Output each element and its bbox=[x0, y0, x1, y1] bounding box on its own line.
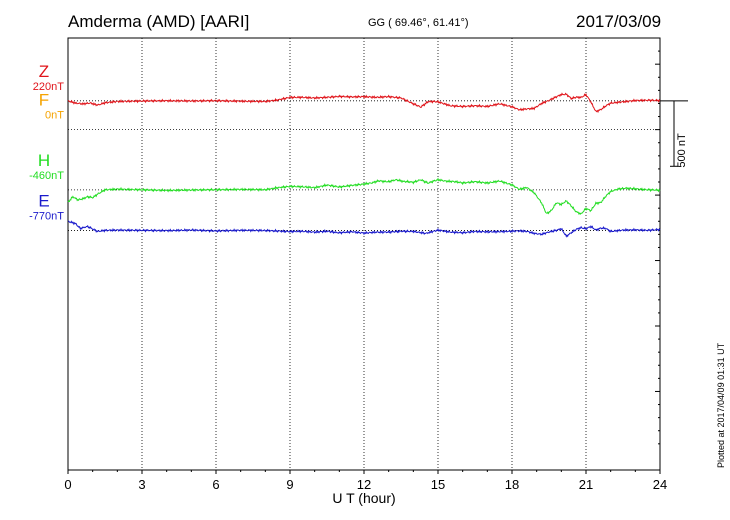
channel-offset-Z: 220nT bbox=[33, 81, 64, 93]
x-tick-label: 12 bbox=[357, 477, 371, 492]
x-tick-label: 9 bbox=[286, 477, 293, 492]
traces bbox=[67, 92, 661, 238]
channel-name-H: H bbox=[38, 151, 50, 170]
x-tick-label: 6 bbox=[212, 477, 219, 492]
plotted-at-note: Plotted at 2017/04/09 01:31 UT bbox=[716, 342, 726, 468]
axis-ticks bbox=[67, 50, 661, 474]
trace-E bbox=[67, 220, 661, 238]
trace-Z bbox=[67, 92, 661, 114]
x-axis-label: U T (hour) bbox=[332, 490, 395, 506]
coordinates-label: GG ( 69.46°, 61.41°) bbox=[368, 17, 469, 29]
channel-offset-H: -460nT bbox=[29, 170, 64, 182]
x-tick-label: 21 bbox=[579, 477, 593, 492]
x-tick-label: 0 bbox=[64, 477, 71, 492]
x-tick-label: 3 bbox=[138, 477, 145, 492]
x-tick-label: 18 bbox=[505, 477, 519, 492]
channel-name-F: F bbox=[39, 91, 49, 110]
scale-bar: 500 nT bbox=[660, 100, 688, 168]
x-tick-label: 15 bbox=[431, 477, 445, 492]
channel-name-E: E bbox=[38, 191, 49, 210]
x-tick-labels: 0 3 6 9 12 15 18 21 24 bbox=[64, 477, 667, 492]
channel-name-Z: Z bbox=[39, 62, 49, 81]
channel-offset-F: 0nT bbox=[45, 110, 64, 122]
trace-H bbox=[67, 177, 661, 216]
scale-bar-label: 500 nT bbox=[676, 133, 688, 168]
grid-lines bbox=[68, 38, 660, 470]
x-tick-label: 24 bbox=[653, 477, 667, 492]
date-label: 2017/03/09 bbox=[576, 12, 662, 31]
station-title: Amderma (AMD) [AARI] bbox=[68, 12, 250, 31]
channel-offset-E: -770nT bbox=[29, 210, 64, 222]
